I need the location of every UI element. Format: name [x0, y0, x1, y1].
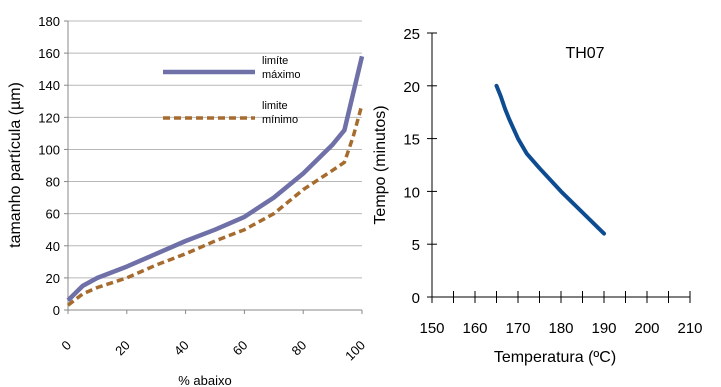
chart-particle-size: 0 20 40 60 80 100 120 140 160 180 0 20 40 60 80 100 limí… [7, 14, 368, 387]
x-tick-label: 40 [171, 338, 192, 359]
legend-label: limite [262, 100, 288, 112]
y-tick-label: 180 [38, 14, 60, 29]
x-tick-label: 150 [419, 320, 444, 337]
x-tick-label: 160 [462, 320, 487, 337]
legend-label: limíte [262, 55, 288, 67]
y-tick-label: 40 [46, 239, 60, 254]
x-tick-label: 200 [634, 320, 659, 337]
y-tick-label: 100 [38, 142, 60, 157]
y-tick-label: 0 [412, 290, 420, 307]
x-tick-label: 180 [548, 320, 573, 337]
legend-label: máximo [262, 69, 301, 81]
y-axis-title: Tempo (minutos) [372, 105, 389, 224]
y-tick-label: 10 [403, 184, 420, 201]
y-tick-label: 60 [46, 207, 60, 222]
x-axis-title: % abaixo [178, 373, 231, 387]
y-tick-label: 20 [46, 271, 60, 286]
x-axis-title: Temperatura (ºC) [494, 349, 616, 366]
chart-temperature-time: 0 5 10 15 20 25 150 160 170 180 190 200 210 TH07 Tempo… [372, 26, 703, 366]
y-axis-title: tamanho partícula (µm) [7, 82, 24, 248]
y-tick-label: 80 [46, 175, 60, 190]
y-tick-label: 120 [38, 110, 60, 125]
x-tick-label: 190 [591, 320, 616, 337]
x-tick-label: 100 [342, 338, 368, 364]
series-line [494, 83, 606, 236]
y-tick-label: 5 [412, 237, 420, 254]
y-tick-label: 160 [38, 46, 60, 61]
x-tick-label: 210 [677, 320, 702, 337]
series-min-line [66, 104, 364, 307]
y-tick-label: 0 [53, 303, 60, 318]
x-tick-label: 170 [505, 320, 530, 337]
y-tick-label: 140 [38, 78, 60, 93]
x-tick-label: 60 [230, 338, 251, 359]
y-tick-label: 25 [403, 26, 420, 43]
x-tick-label: 80 [288, 338, 309, 359]
y-tick-label: 20 [403, 79, 420, 96]
y-tick-label: 15 [403, 132, 420, 149]
series-max-line [66, 55, 365, 303]
legend-label: mínimo [262, 114, 298, 126]
x-tick-label: 20 [112, 338, 133, 359]
x-tick-label: 0 [58, 338, 74, 354]
chart-title: TH07 [565, 45, 604, 62]
